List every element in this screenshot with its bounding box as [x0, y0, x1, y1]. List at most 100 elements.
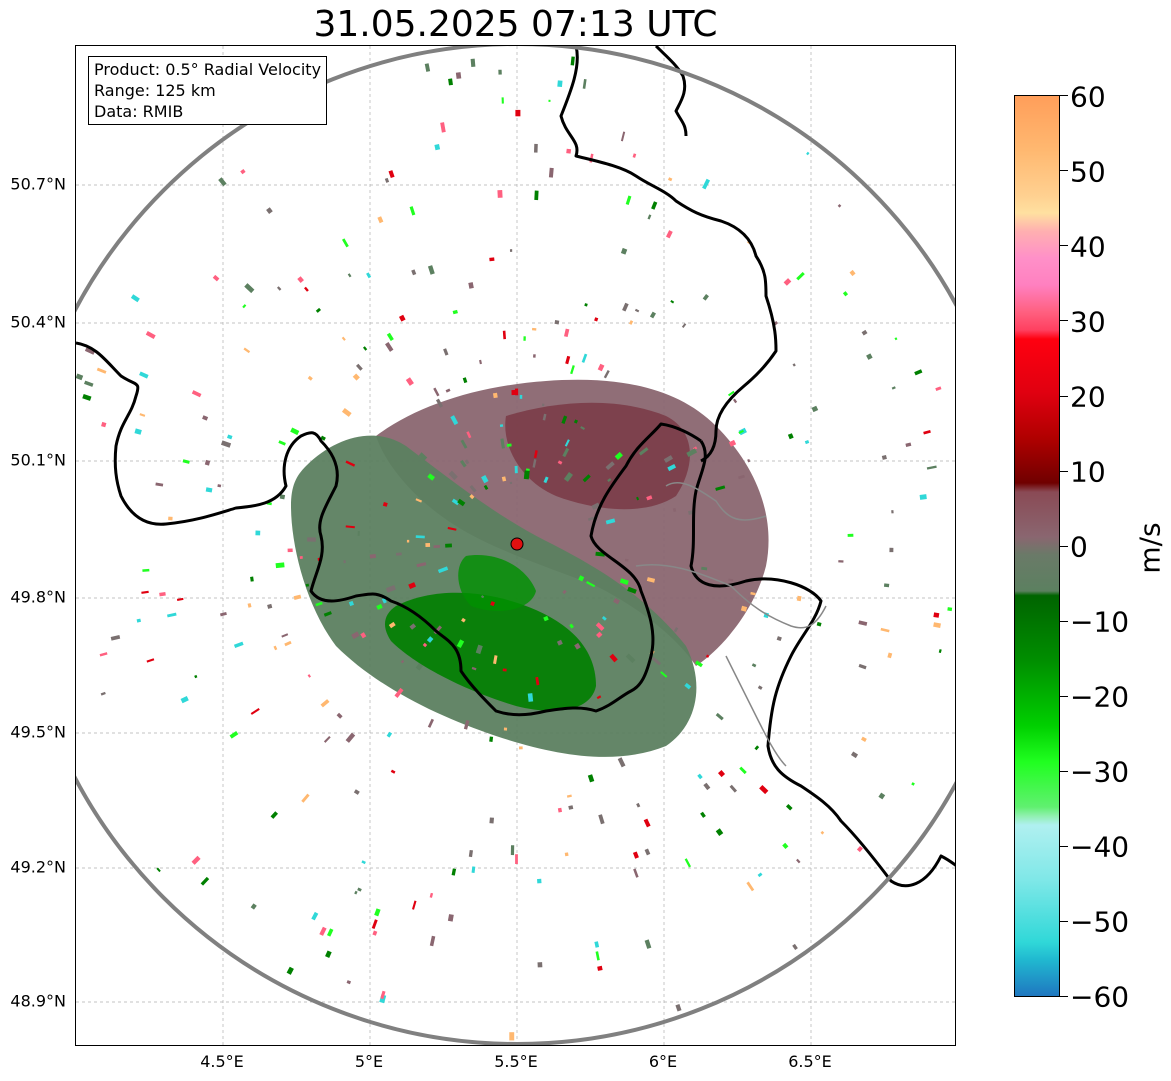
- radar-bin: [502, 668, 507, 672]
- radar-bin: [415, 498, 423, 503]
- radar-bin: [660, 671, 668, 678]
- radar-bin: [533, 354, 536, 358]
- radar-bin: [747, 458, 751, 463]
- radar-bin: [226, 434, 233, 440]
- lon-label: 5°E: [354, 1052, 384, 1071]
- radar-bin: [684, 858, 692, 868]
- colorbar-label: 10: [1070, 455, 1106, 489]
- radar-bin: [911, 782, 915, 786]
- lon-label: 5.5°E: [494, 1052, 538, 1071]
- radar-bin: [194, 674, 198, 679]
- radar-bin: [563, 471, 573, 482]
- radar-bin: [737, 474, 745, 480]
- radar-bin: [100, 691, 106, 696]
- radar-bin: [369, 554, 377, 559]
- radar-bin: [541, 403, 545, 407]
- radar-bin: [320, 699, 330, 708]
- lat-label: 49.5°N: [10, 722, 66, 742]
- radar-bin: [220, 440, 232, 448]
- radar-bin: [816, 621, 822, 627]
- radar-bin: [501, 476, 507, 482]
- radar-bin: [305, 583, 310, 587]
- radar-bin: [411, 269, 417, 276]
- radar-bin: [607, 478, 612, 482]
- radar-bin: [702, 178, 711, 190]
- radar-bin: [315, 307, 322, 313]
- radar-bin: [489, 257, 495, 262]
- radar-bin: [360, 632, 367, 639]
- radar-bin: [357, 887, 362, 892]
- radar-bin: [301, 793, 310, 803]
- radar-bin: [628, 320, 634, 325]
- radar-bin: [433, 545, 440, 549]
- radar-bin: [651, 201, 658, 210]
- radar-bin: [427, 265, 435, 275]
- product-label: Product: 0.5° Radial Velocity: [94, 60, 322, 79]
- radar-bin: [395, 552, 402, 556]
- radar-bin: [532, 327, 537, 331]
- radar-bin: [84, 380, 94, 387]
- radar-bin: [663, 455, 674, 463]
- radar-bin: [675, 1004, 682, 1012]
- radar-bin: [543, 615, 549, 622]
- radar-bin: [569, 623, 574, 629]
- radar-bin: [883, 583, 890, 588]
- radar-bin: [371, 919, 378, 929]
- radar-bin: [757, 872, 763, 878]
- radar-bin: [372, 930, 378, 936]
- radar-bin: [493, 655, 498, 665]
- radar-bin: [703, 782, 711, 791]
- radar-bin: [418, 452, 428, 461]
- radar-bin: [838, 560, 844, 563]
- radar-bin: [242, 304, 247, 309]
- radar-bin: [307, 537, 316, 542]
- radar-bin: [700, 811, 706, 818]
- radar-bin: [457, 498, 466, 507]
- radar-map-canvas: [76, 46, 955, 1045]
- radar-bin: [647, 214, 652, 220]
- radar-bin: [447, 526, 457, 531]
- radar-bin: [191, 390, 202, 398]
- border-lux-de: [689, 440, 955, 888]
- radar-bin: [448, 78, 453, 86]
- radar-bin: [204, 459, 211, 466]
- radar-bin: [782, 842, 789, 850]
- radar-bin: [919, 494, 927, 500]
- radar-bin: [483, 484, 489, 490]
- radar-bin: [82, 393, 92, 401]
- radar-bin: [499, 424, 504, 427]
- radar-bin: [537, 962, 543, 968]
- radar-bin: [625, 653, 636, 664]
- radar-bin: [460, 439, 468, 449]
- radar-bin: [159, 592, 166, 597]
- radar-bin: [461, 617, 466, 623]
- radar-bin: [385, 585, 396, 593]
- radar-bin: [139, 371, 149, 379]
- radar-bin: [502, 330, 506, 340]
- radar-bin: [595, 622, 605, 631]
- product-info-box: Product: 0.5° Radial Velocity Range: 125…: [88, 56, 328, 125]
- border-de-north: [559, 46, 778, 463]
- radar-bin: [384, 177, 390, 183]
- radar-bin: [534, 190, 539, 201]
- radar-bin: [219, 611, 227, 617]
- radar-bin: [409, 206, 416, 216]
- radar-bin: [96, 367, 107, 374]
- radar-bin: [273, 645, 278, 651]
- radar-bin: [564, 328, 570, 338]
- radar-bin: [858, 663, 867, 670]
- radar-bin: [362, 346, 368, 351]
- radar-bin: [619, 578, 629, 585]
- radar-bin: [468, 849, 473, 858]
- radar-bin: [278, 440, 286, 446]
- radar-bin: [792, 363, 796, 367]
- radar-bin: [598, 814, 605, 825]
- radar-bin: [533, 450, 538, 459]
- radar-map[interactable]: [75, 45, 956, 1046]
- radar-bin: [597, 363, 605, 372]
- radar-bin: [850, 751, 859, 759]
- radar-bin: [715, 485, 726, 491]
- radar-bin: [548, 99, 551, 102]
- colorbar-tick: [1060, 696, 1068, 697]
- radar-bin: [156, 867, 161, 873]
